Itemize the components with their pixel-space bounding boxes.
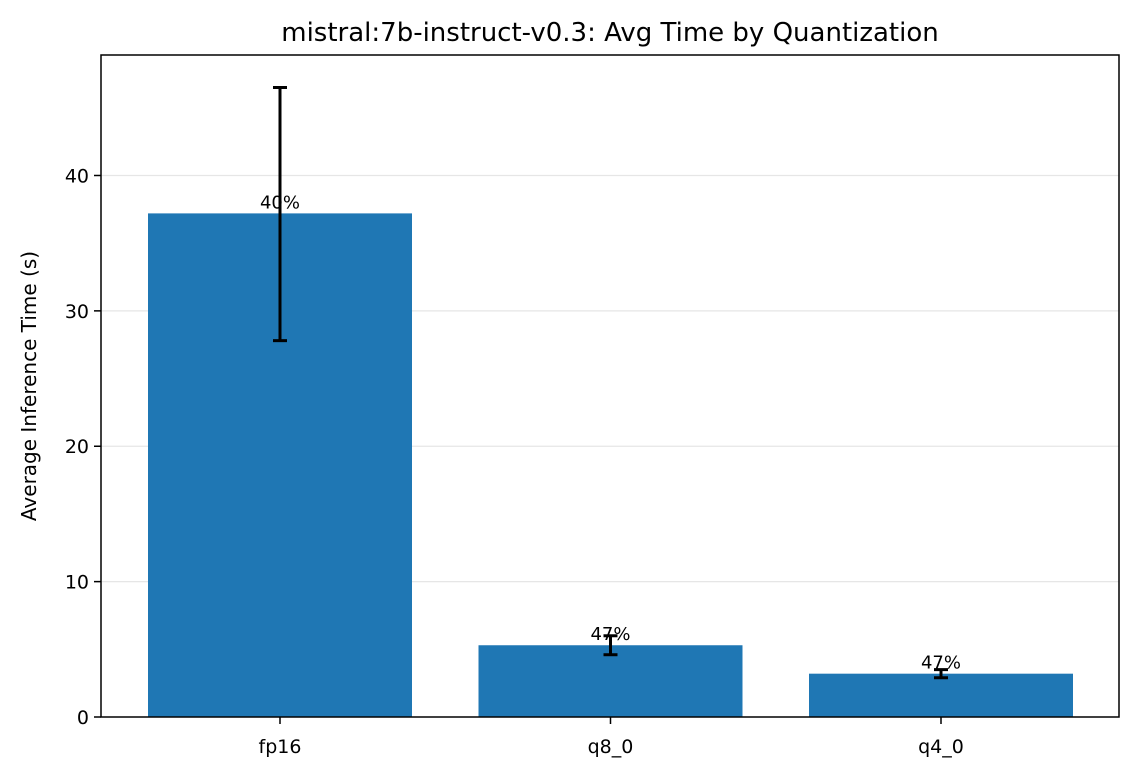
bar-q8_0 [478, 645, 743, 717]
y-tick-label: 0 [77, 707, 89, 729]
x-ticks: fp16 q8_0 q4_0 [259, 717, 964, 758]
data-labels: 40% 47% 47% [260, 192, 961, 673]
bar-q4_0 [809, 673, 1073, 717]
x-tick-label-q4_0: q4_0 [918, 736, 964, 758]
chart-title: mistral:7b-instruct-v0.3: Avg Time by Qu… [281, 18, 939, 48]
data-label-q4_0: 47% [921, 653, 961, 674]
y-tick-label: 40 [65, 165, 89, 187]
x-tick-label-q8_0: q8_0 [588, 736, 634, 758]
y-tick-label: 10 [65, 572, 89, 594]
y-ticks: 0 10 20 30 40 [65, 165, 101, 729]
y-tick-label: 20 [65, 436, 89, 458]
data-label-q8_0: 47% [590, 624, 630, 645]
y-axis-label: Average Inference Time (s) [17, 251, 41, 521]
y-tick-label: 30 [65, 301, 89, 323]
x-tick-label-fp16: fp16 [259, 736, 302, 758]
data-label-fp16: 40% [260, 192, 300, 213]
error-bars [273, 85, 948, 680]
